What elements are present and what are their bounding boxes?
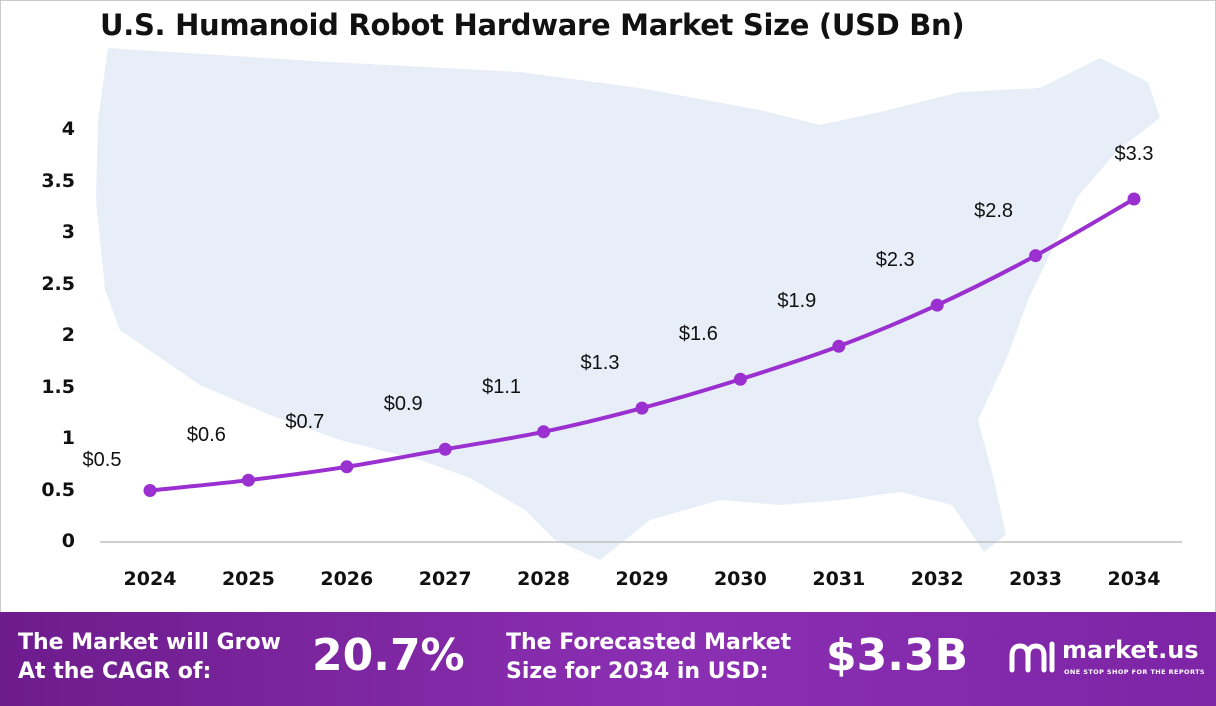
market-us-logo-icon: [1009, 641, 1055, 673]
data-point-2030: [733, 372, 747, 386]
y-tick-label: 0: [61, 530, 75, 552]
data-point-2031: [832, 339, 846, 353]
data-label: $1.9: [777, 290, 817, 313]
x-tick-label: 2025: [221, 568, 275, 590]
data-point-2032: [930, 298, 944, 312]
data-label: $2.3: [875, 249, 915, 272]
y-tick-label: 2: [61, 324, 75, 346]
y-tick-label: 1: [61, 427, 75, 449]
x-tick-label: 2027: [418, 568, 472, 590]
data-label: $2.8: [974, 199, 1014, 222]
data-point-2034: [1127, 192, 1141, 206]
footer-banner: The Market will Grow At the CAGR of: 20.…: [0, 612, 1216, 706]
cagr-value: 20.7%: [312, 630, 465, 681]
x-tick-label: 2029: [615, 568, 669, 590]
x-tick-label: 2032: [910, 568, 964, 590]
y-tick-label: 1.5: [41, 375, 75, 398]
x-tick-label: 2024: [123, 568, 177, 590]
data-label: $1.6: [678, 323, 718, 346]
x-tick-label: 2028: [517, 568, 571, 590]
data-point-2033: [1029, 249, 1043, 263]
data-label: $0.9: [383, 393, 423, 416]
data-point-2024: [143, 484, 157, 497]
brand-name: market.us: [1062, 636, 1199, 664]
x-tick-label: 2026: [320, 568, 374, 590]
data-point-2025: [241, 473, 255, 487]
data-point-2029: [635, 401, 649, 415]
y-tick-label: 4: [61, 118, 75, 140]
data-point-2026: [340, 460, 354, 474]
x-tick-label: 2034: [1107, 568, 1161, 590]
forecast-label: The Forecasted Market Size for 2034 in U…: [506, 630, 792, 684]
x-tick-label: 2033: [1009, 568, 1063, 590]
brand-tagline: ONE STOP SHOP FOR THE REPORTS: [1064, 668, 1205, 676]
chart-title: U.S. Humanoid Robot Hardware Market Size…: [100, 8, 965, 42]
y-tick-label: 2.5: [41, 272, 75, 295]
data-label: $0.6: [186, 424, 226, 447]
y-tick-label: 0.5: [41, 478, 75, 501]
data-point-2027: [438, 442, 452, 456]
data-label: $0.5: [82, 448, 122, 471]
series-line: [148, 197, 1136, 493]
data-label: $1.3: [580, 352, 620, 375]
us-map-background: [96, 48, 1160, 560]
data-point-2028: [537, 425, 551, 439]
y-tick-label: 3: [61, 221, 75, 243]
data-label: $1.1: [482, 375, 522, 398]
y-tick-label: 3.5: [41, 169, 75, 192]
forecast-value: $3.3B: [826, 630, 969, 681]
data-label: $3.3: [1114, 143, 1154, 165]
data-label: $0.7: [285, 410, 325, 433]
x-tick-label: 2031: [812, 568, 866, 590]
x-tick-label: 2030: [713, 568, 767, 590]
cagr-label: The Market will Grow At the CAGR of:: [18, 630, 281, 684]
